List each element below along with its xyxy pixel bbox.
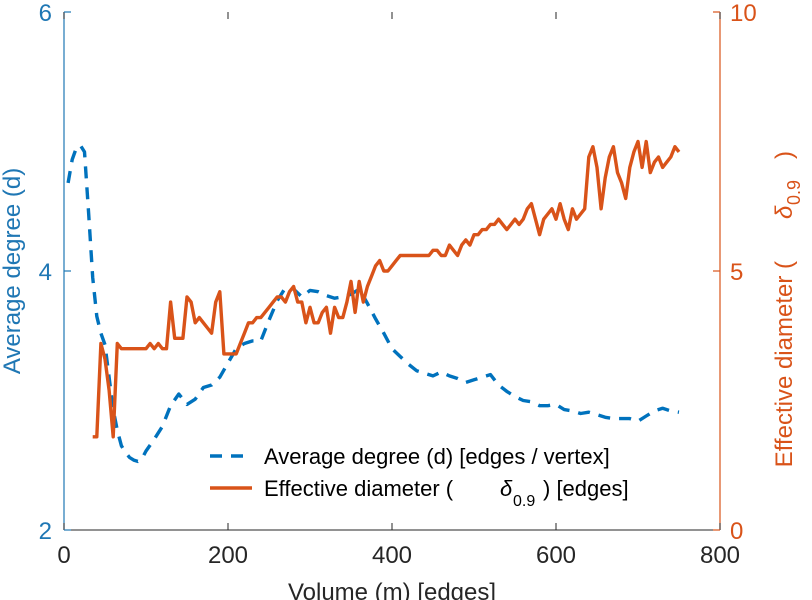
right-y-label-prefix: Effective diameter ( xyxy=(771,261,798,467)
legend: Average degree (d) [edges / vertex] Effec… xyxy=(210,444,629,510)
legend-delta-symbol: δ xyxy=(500,476,513,501)
series-layer xyxy=(66,139,681,464)
right-y-tick-label: 0 xyxy=(730,518,743,545)
right-y-tick-label: 10 xyxy=(730,0,757,27)
right-y-tick-label: 5 xyxy=(730,259,743,286)
legend-label-effective-diameter-prefix: Effective diameter ( xyxy=(264,476,454,501)
x-tick-label: 800 xyxy=(700,542,740,569)
x-tick-label: 0 xyxy=(57,542,70,569)
x-tick-label: 400 xyxy=(372,542,412,569)
left-y-tick-label: 4 xyxy=(39,259,52,286)
legend-label-effective-diameter-suffix: ) [edges] xyxy=(543,476,629,501)
x-axis-label: Volume (m) [edges] xyxy=(288,579,496,600)
right-y-label-suffix: ) xyxy=(771,151,798,159)
right-y-label-delta: δ xyxy=(771,205,798,219)
average-degree-line xyxy=(66,143,680,464)
left-y-axis-label: Average degree (d) xyxy=(0,168,26,374)
right-y-label-subscript: 0.9 xyxy=(784,180,804,205)
legend-label-average-degree: Average degree (d) [edges / vertex] xyxy=(264,444,610,469)
right-y-axis-label: Effective diameter ( δ0.9) xyxy=(771,151,804,467)
effective-diameter-line xyxy=(92,139,681,439)
x-tick-label: 600 xyxy=(536,542,576,569)
x-tick-label: 200 xyxy=(208,542,248,569)
left-y-tick-label: 2 xyxy=(39,518,52,545)
legend-delta-subscript: 0.9 xyxy=(513,493,535,510)
left-y-tick-label: 6 xyxy=(39,0,52,27)
